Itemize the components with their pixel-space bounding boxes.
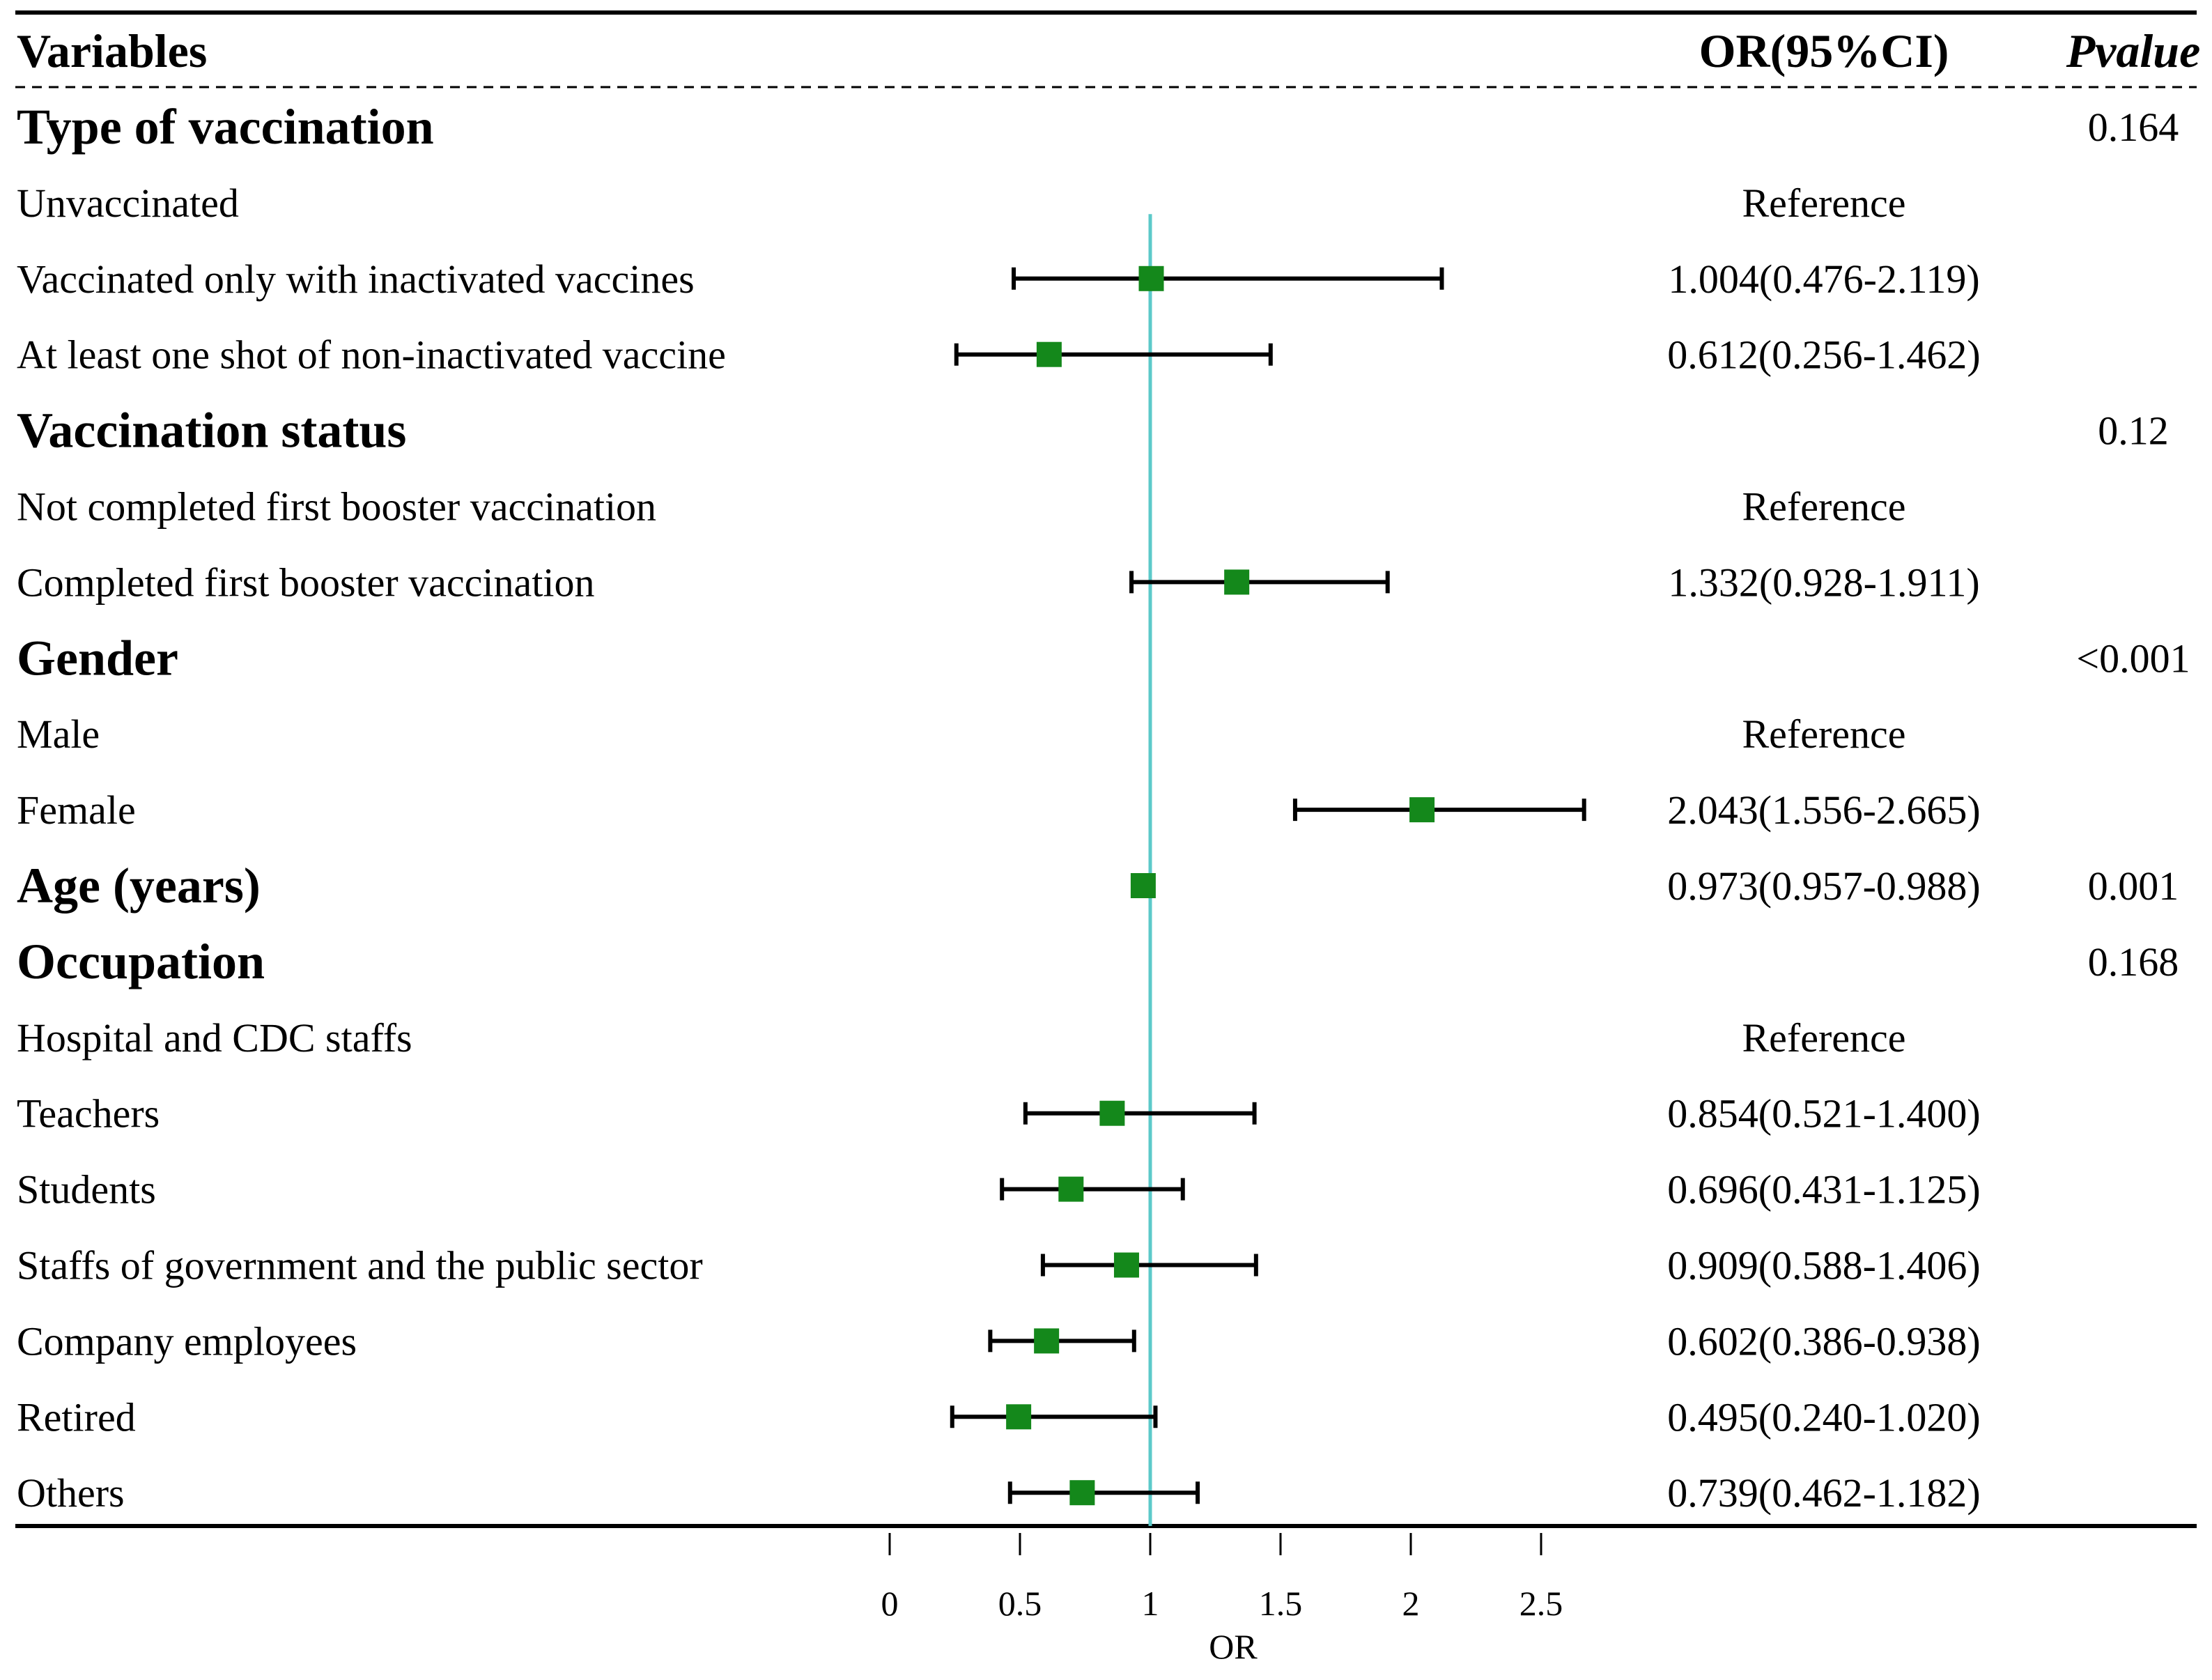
x-tick-label: 2.5	[1519, 1584, 1563, 1623]
x-axis: 0 0.5 1 1.5 2 2.5	[881, 1533, 1563, 1623]
row-label: Male	[17, 711, 100, 757]
or-ci-value: 1.332(0.928-1.911)	[1668, 560, 1979, 605]
or-point-marker	[1130, 873, 1156, 898]
x-tick-label: 0	[881, 1584, 899, 1623]
pvalue-value: <0.001	[2076, 635, 2190, 681]
x-tick-label: 1	[1142, 1584, 1159, 1623]
or-point-marker	[1036, 341, 1062, 367]
row-label: Others	[17, 1470, 125, 1516]
or-point-marker	[1034, 1328, 1060, 1354]
category-label: Age (years)	[17, 858, 261, 914]
or-point-marker	[1138, 265, 1164, 291]
or-point-marker	[1099, 1100, 1125, 1126]
or-ci-value: 0.602(0.386-0.938)	[1667, 1318, 1980, 1364]
or-ci-value: 1.004(0.476-2.119)	[1668, 256, 1979, 302]
or-ci-value: 2.043(1.556-2.665)	[1667, 787, 1980, 833]
or-ci-value: 0.739(0.462-1.182)	[1667, 1470, 1980, 1516]
x-tick-label: 1.5	[1259, 1584, 1303, 1623]
or-ci-value: 0.973(0.957-0.988)	[1667, 863, 1980, 909]
pvalue-value: 0.164	[2088, 105, 2179, 150]
or-ci-value: 0.495(0.240-1.020)	[1667, 1394, 1980, 1440]
row-label: Vaccinated only with inactivated vaccine…	[17, 256, 695, 302]
category-label: Occupation	[17, 934, 265, 989]
x-tick-label: 2	[1402, 1584, 1420, 1623]
or-point-marker	[1113, 1252, 1139, 1278]
header-variables: Variables	[17, 24, 207, 77]
row-label: Unvaccinated	[17, 180, 239, 226]
row-label: At least one shot of non-inactivated vac…	[17, 332, 726, 378]
row-label: Company employees	[17, 1318, 357, 1364]
or-point-marker	[1069, 1480, 1095, 1506]
row-label: Completed first booster vaccination	[17, 560, 595, 605]
row-label: Female	[17, 787, 136, 833]
row-label: Retired	[17, 1394, 136, 1440]
row-labels: Type of vaccination 0.164 Unvaccinated Refe…	[17, 99, 2190, 1516]
or-ci-value: 0.696(0.431-1.125)	[1667, 1167, 1980, 1212]
row-label: Hospital and CDC staffs	[17, 1015, 412, 1061]
or-ci-value: Reference	[1742, 484, 1905, 530]
category-label: Type of vaccination	[17, 99, 434, 155]
category-label: Gender	[17, 630, 178, 686]
header-pvalue: Pvalue	[2066, 24, 2201, 77]
row-label: Not completed first booster vaccination	[17, 484, 656, 530]
category-label: Vaccination status	[17, 403, 406, 458]
row-label: Students	[17, 1167, 156, 1212]
or-point-marker	[1409, 797, 1435, 823]
or-ci-value: 0.854(0.521-1.400)	[1667, 1091, 1980, 1136]
header-or-ci: OR(95%CI)	[1699, 24, 1949, 77]
x-tick-label: 0.5	[998, 1584, 1042, 1623]
x-axis-label: OR	[1209, 1627, 1258, 1666]
row-label: Staffs of government and the public sect…	[17, 1243, 703, 1288]
or-ci-value: 0.909(0.588-1.406)	[1667, 1243, 1980, 1288]
error-bars	[950, 265, 1586, 1506]
or-point-marker	[1058, 1176, 1084, 1202]
or-ci-value: 0.612(0.256-1.462)	[1667, 332, 1980, 378]
row-label: Teachers	[17, 1091, 160, 1136]
or-ci-value: Reference	[1742, 180, 1905, 226]
or-point-marker	[1224, 569, 1250, 595]
pvalue-value: 0.001	[2088, 863, 2179, 909]
or-point-marker	[1006, 1404, 1032, 1430]
or-ci-value: Reference	[1742, 711, 1905, 757]
or-ci-value: Reference	[1742, 1015, 1905, 1061]
pvalue-value: 0.12	[2098, 408, 2169, 454]
pvalue-value: 0.168	[2088, 939, 2179, 985]
